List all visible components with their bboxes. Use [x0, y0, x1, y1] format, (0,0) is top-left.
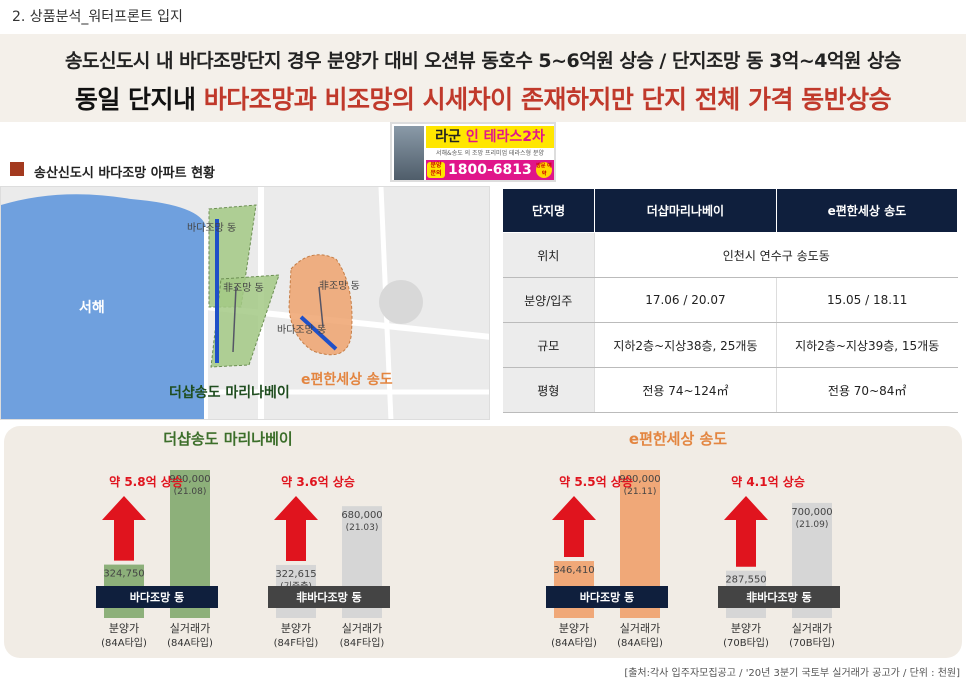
ad-phone-bar[interactable]: 분양 문의 1800-6813 방문 예약 [426, 160, 554, 180]
complex-info-table: 단지명 더샵마리나베이 e편한세상 송도 위치 인천시 연수구 송도동 분양/입… [502, 188, 959, 413]
dong-label-box [546, 586, 668, 608]
green-nonview-zone [210, 274, 280, 368]
bar-value-label: 900,000 [619, 474, 660, 485]
increase-label: 약 3.6억 상승 [281, 474, 355, 489]
sea-label: 서해 [79, 300, 105, 316]
table-row: 위치 인천시 연수구 송도동 [502, 232, 958, 278]
table-cell: 17.06 / 20.07 [594, 277, 777, 323]
increase-arrow [724, 496, 768, 567]
x-axis-label: 분양가 [109, 622, 139, 635]
ad-visit-badge: 방문 예약 [536, 162, 552, 178]
header-band [0, 34, 966, 122]
map-graphic [1, 187, 489, 419]
increase-arrow [274, 496, 318, 561]
x-axis-sublabel: (84A타입) [551, 636, 597, 649]
orange-view-line [299, 315, 338, 351]
table-cell: 지하2층~지상39층, 15개동 [775, 322, 958, 368]
source-note: [출처:각사 입주자모집공고 / '20년 3분기 국토부 실거래가 공고가 /… [624, 668, 960, 679]
map-title: 송산신도시 바다조망 아파트 현황 [34, 166, 216, 181]
map-label-green-complex: 더샵송도 마리나베이 [169, 385, 290, 401]
headline-primary: 송도신도시 내 바다조망단지 경우 분양가 대비 오션뷰 동호수 5~6억원 상… [65, 50, 902, 72]
headline-secondary-highlight: 바다조망과 비조망의 시세차이 존재하지만 단지 전체 가격 동반상승 [203, 85, 892, 114]
table-row-header: 규모 [502, 322, 595, 368]
increase-label: 약 4.1억 상승 [731, 474, 805, 489]
table-row-header: 분양/입주 [502, 277, 595, 323]
x-axis-label: 실거래가 [620, 622, 660, 635]
x-axis-label: 실거래가 [342, 622, 382, 635]
bar-sub-label: (21.11) [624, 487, 657, 497]
bar-sub-label: (21.03) [346, 523, 379, 533]
table-cell: 전용 70~84㎡ [775, 367, 958, 413]
bar-value-label: 287,550 [725, 575, 766, 586]
bar-sub-label: (21.08) [174, 487, 207, 497]
map-label-green-view: 바다조망 동 [187, 223, 237, 234]
price-chart-panel: 더샵송도 마리나베이 324,750 분양가 (84A타입) 900,000 (21.08… [4, 426, 962, 658]
table-row: 규모 지하2층~지상38층, 25개동 지하2층~지상39층, 15개동 [502, 322, 958, 368]
map-label-green-nonview: 非조망 동 [223, 283, 264, 294]
table-header-cell: e편한세상 송도 [775, 188, 959, 233]
dong-label: 非바다조망 동 [746, 590, 811, 604]
headline-secondary-plain: 동일 단지내 [74, 85, 204, 114]
table-row-header: 평형 [502, 367, 595, 413]
table-header-cell: 단지명 [502, 188, 595, 233]
increase-label: 약 5.8억 상승 [109, 474, 183, 489]
table-cell: 지하2층~지상38층, 25개동 [594, 322, 777, 368]
table-row: 분양/입주 17.06 / 20.07 15.05 / 18.11 [502, 277, 958, 323]
bar-value-label: 680,000 [341, 510, 382, 521]
x-axis-sublabel: (84F타입) [274, 636, 319, 649]
dong-label-box [96, 586, 218, 608]
bar-value-label: 900,000 [169, 474, 210, 485]
x-axis-label: 실거래가 [792, 622, 832, 635]
sea-area [1, 194, 206, 419]
location-map: 서해 바다조망 동 非조망 동 非조망 동 바다조망 동 더샵송도 마리나베이 … [0, 186, 490, 420]
ad-title-highlight: 인 테라스2차 [465, 129, 545, 145]
x-axis-sublabel: (84A타입) [167, 636, 213, 649]
ad-building-photo [394, 126, 424, 180]
x-axis-sublabel: (70B타입) [789, 636, 835, 649]
dong-label: 바다조망 동 [130, 590, 184, 604]
dong-label: 바다조망 동 [580, 590, 634, 604]
ad-subtitle: 서해&송도 의 조망 프리미엄 테라스형 분양 [435, 150, 545, 157]
x-axis-sublabel: (84F타입) [340, 636, 385, 649]
dong-label-box [268, 586, 390, 608]
increase-label: 약 5.5억 상승 [559, 474, 633, 489]
table-header-row: 단지명 더샵마리나베이 e편한세상 송도 [502, 188, 959, 233]
group-title: 더샵송도 마리나베이 [163, 430, 292, 448]
x-axis-label: 실거래가 [170, 622, 210, 635]
x-axis-sublabel: (84A타입) [617, 636, 663, 649]
x-axis-label: 분양가 [731, 622, 761, 635]
increase-arrow [552, 496, 596, 558]
dong-label: 非바다조망 동 [296, 590, 361, 604]
table-cell: 인천시 연수구 송도동 [594, 232, 958, 278]
dong-label-box [718, 586, 840, 608]
x-axis-sublabel: (84A타입) [101, 636, 147, 649]
headline-secondary: 동일 단지내 바다조망과 비조망의 시세차이 존재하지만 단지 전체 가격 동반… [0, 80, 966, 116]
advertisement-banner[interactable]: 라군 인 테라스2차 서해&송도 의 조망 프리미엄 테라스형 분양 분양 문의… [390, 122, 556, 182]
table-header-cell: 더샵마리나베이 [594, 188, 777, 233]
table-cell: 전용 74~124㎡ [594, 367, 777, 413]
group-title: e편한세상 송도 [629, 430, 727, 448]
map-title-marker [10, 162, 24, 176]
x-axis-label: 분양가 [559, 622, 589, 635]
map-label-orange-complex: e편한세상 송도 [301, 372, 393, 388]
map-label-orange-view: 바다조망 동 [277, 325, 327, 336]
increase-arrow [102, 496, 146, 561]
table-row: 평형 전용 74~124㎡ 전용 70~84㎡ [502, 367, 958, 413]
x-axis-sublabel: (70B타입) [723, 636, 769, 649]
bar-value-label: 324,750 [103, 569, 144, 580]
ad-title: 라군 인 테라스2차 [426, 126, 554, 148]
ad-title-prefix: 라군 [435, 129, 466, 145]
price-chart: 더샵송도 마리나베이324,750분양가(84A타입)900,000(21.08… [96, 430, 840, 649]
map-label-orange-nonview: 非조망 동 [319, 281, 360, 292]
table-cell: 15.05 / 18.11 [775, 277, 958, 323]
bar-value-label: 346,410 [553, 565, 594, 576]
bar-sub-label: (21.09) [796, 520, 829, 530]
ad-phone-number[interactable]: 1800-6813 [448, 162, 532, 178]
table-row-header: 위치 [502, 232, 595, 278]
ad-inquiry-badge: 분양 문의 [427, 162, 445, 178]
bar-value-label: 322,615 [275, 569, 316, 580]
section-label: 2. 상품분석_워터프론트 입지 [12, 9, 183, 25]
x-axis-label: 분양가 [281, 622, 311, 635]
bar-value-label: 700,000 [791, 507, 832, 518]
